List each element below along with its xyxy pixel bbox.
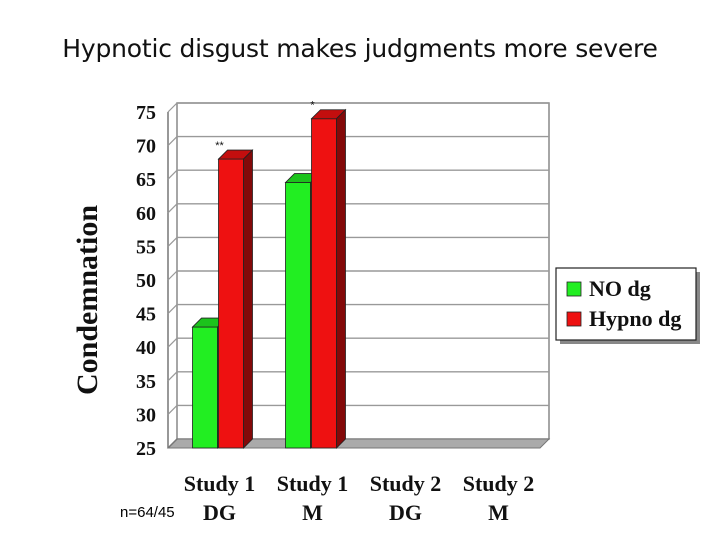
legend-box [555,267,697,341]
gridline-side [167,404,178,415]
y-axis-ticks: 25 30 35 40 45 50 55 60 65 70 75 [136,102,156,460]
y-tick-label: 55 [136,236,156,258]
y-tick-label: 25 [136,438,156,460]
bar-side [336,108,346,449]
bars [191,108,347,449]
page-title: Hypnotic disgust makes judgments more se… [62,34,658,63]
significance-marker: ** [215,140,224,152]
gridline-side [167,371,178,382]
x-tick-label: Study 1 [277,471,349,496]
gridline-side [167,102,178,113]
bar-front [218,158,244,449]
y-tick-label: 60 [136,203,156,225]
significance-marker: * [310,100,315,112]
annotations: *** [215,100,315,152]
bar-front [192,326,218,449]
sample-size-note: n=64/45 [120,504,175,521]
y-axis-label: Condemnation [71,205,104,395]
gridline-side [167,337,178,348]
gridline-side [167,304,178,315]
legend: NO dg Hypno dg [555,267,700,344]
gridline-side [167,236,178,247]
y-tick-label: 35 [136,371,156,393]
y-tick-label: 45 [136,304,156,326]
left-wall-edge [167,438,178,449]
y-tick-label: 65 [136,169,156,191]
x-tick-label: Study 2 [463,471,535,496]
bar-front [285,182,311,449]
gridline-side [167,270,178,281]
y-tick-label: 50 [136,270,156,292]
x-tick-label: M [302,500,323,525]
x-axis-labels: Study 1 DG Study 1 M Study 2 DG Study 2 M [184,471,535,525]
x-tick-label: DG [389,500,422,525]
bar-front [311,118,337,449]
x-tick-label: DG [203,500,236,525]
y-tick-label: 30 [136,404,156,426]
legend-label: NO dg [589,276,651,301]
gridline-side [167,136,178,147]
gridline-side [167,169,178,180]
y-tick-label: 75 [136,102,156,124]
bar-side [243,149,253,449]
legend-label: Hypno dg [589,306,681,331]
x-tick-label: Study 2 [370,471,442,496]
bar [310,108,347,449]
x-tick-label: M [488,500,509,525]
bar [217,149,254,449]
legend-swatch [566,281,582,297]
y-tick-label: 40 [136,337,156,359]
legend-swatch [566,311,582,327]
x-tick-label: Study 1 [184,471,256,496]
y-tick-label: 70 [136,136,156,158]
gridline-side [167,203,178,214]
